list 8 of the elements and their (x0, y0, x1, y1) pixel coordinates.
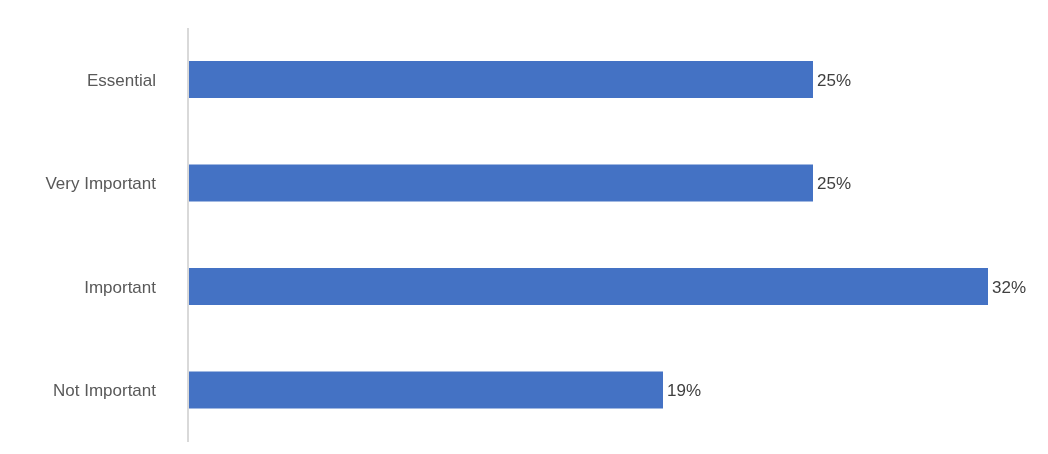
y-tick-label: Not Important (53, 381, 157, 401)
data-label: 25% (817, 174, 852, 194)
data-label: 32% (992, 277, 1027, 297)
data-label: 19% (667, 381, 702, 401)
y-tick-label: Very Important (45, 174, 157, 194)
y-tick-label: Important (84, 277, 157, 297)
data-label: 25% (817, 70, 852, 90)
y-tick-label: Essential (87, 70, 156, 90)
